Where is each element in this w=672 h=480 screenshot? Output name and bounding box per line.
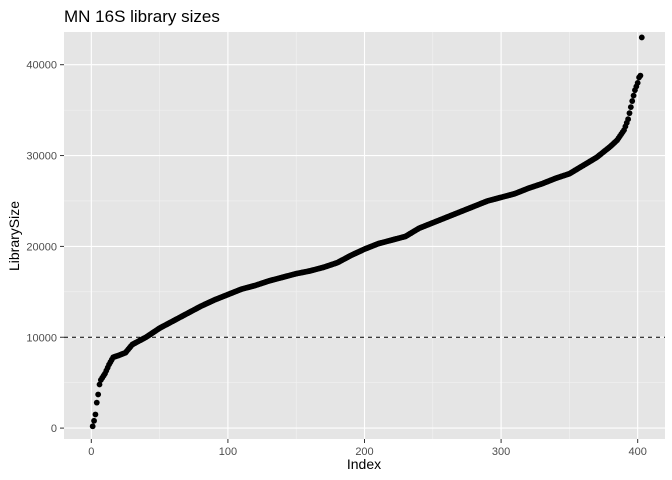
y-tick-label: 0 (51, 423, 57, 435)
data-point (627, 104, 634, 110)
data-points (89, 34, 645, 430)
data-point (625, 116, 632, 123)
x-tick-label: 400 (629, 446, 647, 458)
x-tick-label: 100 (219, 446, 237, 458)
data-point (638, 34, 645, 41)
data-point (629, 98, 636, 104)
data-point (630, 92, 637, 99)
y-tick-label: 40000 (26, 60, 57, 72)
data-point (91, 417, 97, 424)
major-gridlines (64, 32, 665, 439)
data-point (95, 391, 102, 398)
data-point (634, 79, 641, 86)
data-point (93, 399, 100, 406)
y-tick-label: 10000 (26, 332, 57, 344)
y-tick-label: 20000 (26, 241, 57, 253)
x-axis-title: Index (347, 456, 381, 472)
data-point (89, 423, 96, 430)
y-axis: 0 10000 20000 30000 40000 (26, 60, 64, 435)
x-tick-label: 300 (492, 446, 510, 458)
y-tick-label: 30000 (26, 151, 57, 163)
x-axis: 0 100 200 300 400 (88, 439, 647, 458)
data-point (96, 381, 103, 388)
x-tick-label: 0 (88, 446, 94, 458)
data-point (626, 110, 633, 117)
y-axis-title: LibrarySize (6, 201, 22, 271)
data-point (92, 411, 99, 418)
x-tick-label: 200 (355, 446, 373, 458)
data-point (637, 72, 644, 79)
chart-title: MN 16S library sizes (64, 7, 220, 26)
